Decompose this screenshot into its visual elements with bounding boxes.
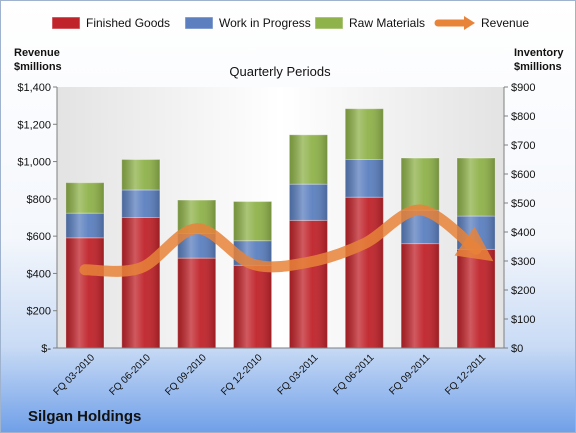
bar-raw-materials-6 xyxy=(344,108,384,160)
left-tick-label: $- xyxy=(41,343,51,355)
left-tick-label: $1,400 xyxy=(17,82,51,94)
right-tick-label: $200 xyxy=(511,285,535,297)
right-tick-label: $100 xyxy=(511,314,535,326)
legend-label-finished-goods: Finished Goods xyxy=(86,16,170,30)
left-axis-label-line2: $millions xyxy=(14,61,62,73)
legend-label-revenue: Revenue xyxy=(481,16,529,30)
bar-raw-materials-8 xyxy=(456,157,496,217)
bar-finished-goods-5 xyxy=(288,219,328,349)
bar-work-in-progress-6 xyxy=(344,159,384,198)
company-title: Silgan Holdings xyxy=(28,408,141,425)
right-axis-label-line2: $millions xyxy=(514,61,562,73)
bar-work-in-progress-5 xyxy=(288,183,328,221)
right-tick-label: $900 xyxy=(511,82,535,94)
left-tick-label: $1,000 xyxy=(17,157,51,169)
bar-work-in-progress-1 xyxy=(65,212,105,239)
revenue-line xyxy=(79,204,494,277)
bar-raw-materials-7 xyxy=(400,157,440,211)
right-tick-label: $0 xyxy=(511,343,523,355)
right-tick-label: $800 xyxy=(511,111,535,123)
bar-finished-goods-3 xyxy=(177,257,217,349)
bar-work-in-progress-2 xyxy=(121,189,161,218)
left-tick-label: $1,200 xyxy=(17,119,51,131)
right-axis-label-line1: Inventory xyxy=(514,47,564,59)
bar-finished-goods-8 xyxy=(456,248,496,349)
bar-finished-goods-4 xyxy=(233,264,273,349)
legend-swatch-raw-materials xyxy=(314,16,344,30)
legend: Finished Goods Work in Progress Raw Materi… xyxy=(51,16,529,30)
left-tick-label: $600 xyxy=(27,231,51,243)
left-tick-label: $800 xyxy=(27,194,51,206)
left-axis-label-line1: Revenue xyxy=(14,47,60,59)
bar-finished-goods-6 xyxy=(344,196,384,349)
right-tick-label: $500 xyxy=(511,198,535,210)
legend-label-raw-materials: Raw Materials xyxy=(349,16,425,30)
right-tick-label: $300 xyxy=(511,256,535,268)
chart-subtitle: Quarterly Periods xyxy=(229,64,331,79)
legend-swatch-work-in-progress xyxy=(184,16,214,30)
legend-arrow-revenue xyxy=(464,16,475,30)
bar-raw-materials-5 xyxy=(288,134,328,185)
right-tick-label: $600 xyxy=(511,169,535,181)
legend-label-work-in-progress: Work in Progress xyxy=(219,16,311,30)
bar-finished-goods-1 xyxy=(65,237,105,349)
right-tick-label: $400 xyxy=(511,227,535,239)
right-tick-label: $700 xyxy=(511,140,535,152)
legend-swatch-finished-goods xyxy=(51,16,81,30)
left-tick-label: $200 xyxy=(27,306,51,318)
bar-raw-materials-4 xyxy=(233,201,273,242)
left-tick-label: $400 xyxy=(27,268,51,280)
bar-finished-goods-2 xyxy=(121,217,161,349)
bar-raw-materials-1 xyxy=(65,182,105,214)
bar-raw-materials-2 xyxy=(121,159,161,191)
revenue-line-path xyxy=(79,204,494,277)
bar-finished-goods-7 xyxy=(400,243,440,349)
